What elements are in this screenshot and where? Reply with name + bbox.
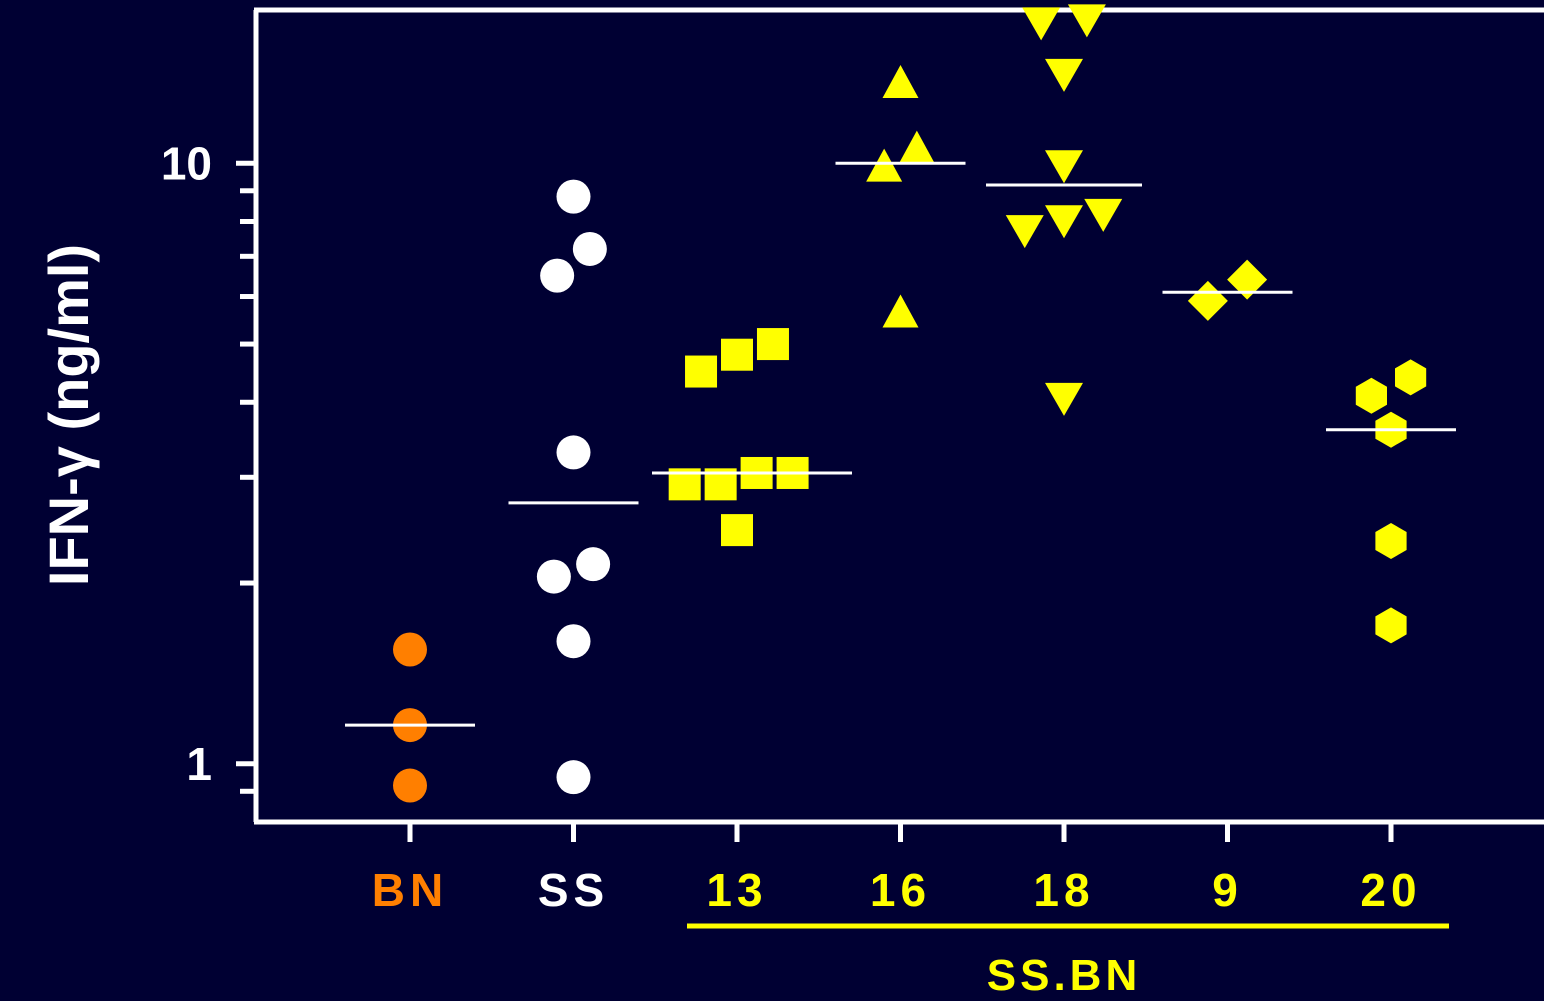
data-point-circle bbox=[556, 624, 591, 659]
data-point-triangle bbox=[1045, 58, 1083, 92]
data-point-circle bbox=[572, 231, 607, 266]
data-point-triangle bbox=[898, 130, 935, 164]
data-point-circle bbox=[536, 559, 571, 594]
data-point-circle bbox=[556, 435, 591, 470]
x-tick-label: 18 bbox=[1033, 864, 1094, 916]
x-tick-label: 13 bbox=[706, 864, 767, 916]
mean-lines bbox=[345, 161, 1456, 727]
group-bracket: SS.BN bbox=[687, 923, 1449, 1000]
data-point-circle bbox=[556, 179, 591, 214]
data-point-circle bbox=[393, 768, 427, 803]
data-point-hexagon bbox=[1355, 377, 1387, 414]
x-tick-label: SS bbox=[538, 864, 609, 916]
data-point-circle bbox=[576, 547, 611, 582]
data-point-triangle bbox=[1084, 198, 1123, 232]
x-tick-label: 20 bbox=[1360, 864, 1421, 916]
data-point-triangle bbox=[1022, 7, 1061, 41]
data-point-triangle bbox=[882, 294, 919, 328]
data-point-circle bbox=[393, 632, 427, 667]
data-point-triangle bbox=[1045, 205, 1083, 239]
y-tick-label: 10 bbox=[161, 137, 212, 189]
x-tick-label: BN bbox=[372, 864, 448, 916]
data-point-diamond bbox=[1227, 259, 1268, 300]
y-tick-label: 1 bbox=[186, 738, 212, 790]
data-point-triangle bbox=[866, 148, 903, 182]
x-tick-label: 16 bbox=[870, 864, 931, 916]
data-point-hexagon bbox=[1375, 523, 1407, 559]
x-ticks: BN SS 13 16 18 9 20 bbox=[372, 824, 1421, 916]
data-point-square bbox=[756, 328, 789, 361]
axes bbox=[253, 7, 1544, 825]
x-tick-label: 9 bbox=[1212, 864, 1243, 916]
data-point-triangle bbox=[1005, 215, 1044, 249]
data-point-triangle bbox=[882, 65, 919, 99]
data-point-triangle bbox=[1045, 382, 1083, 416]
data-point-square bbox=[721, 338, 753, 371]
data-point-triangle bbox=[1045, 150, 1083, 184]
data-point-circle bbox=[556, 760, 591, 795]
data-point-square bbox=[721, 514, 753, 547]
data-point-hexagon bbox=[1395, 359, 1427, 396]
data-point-triangle bbox=[1067, 4, 1106, 38]
data-point-circle bbox=[540, 258, 575, 293]
y-ticks: 1 10 bbox=[161, 137, 256, 794]
data-point-hexagon bbox=[1375, 607, 1407, 644]
bracket-label: SS.BN bbox=[987, 951, 1141, 1000]
data-point-square bbox=[685, 355, 718, 388]
y-axis-title: IFN-γ (ng/ml) bbox=[37, 244, 100, 586]
